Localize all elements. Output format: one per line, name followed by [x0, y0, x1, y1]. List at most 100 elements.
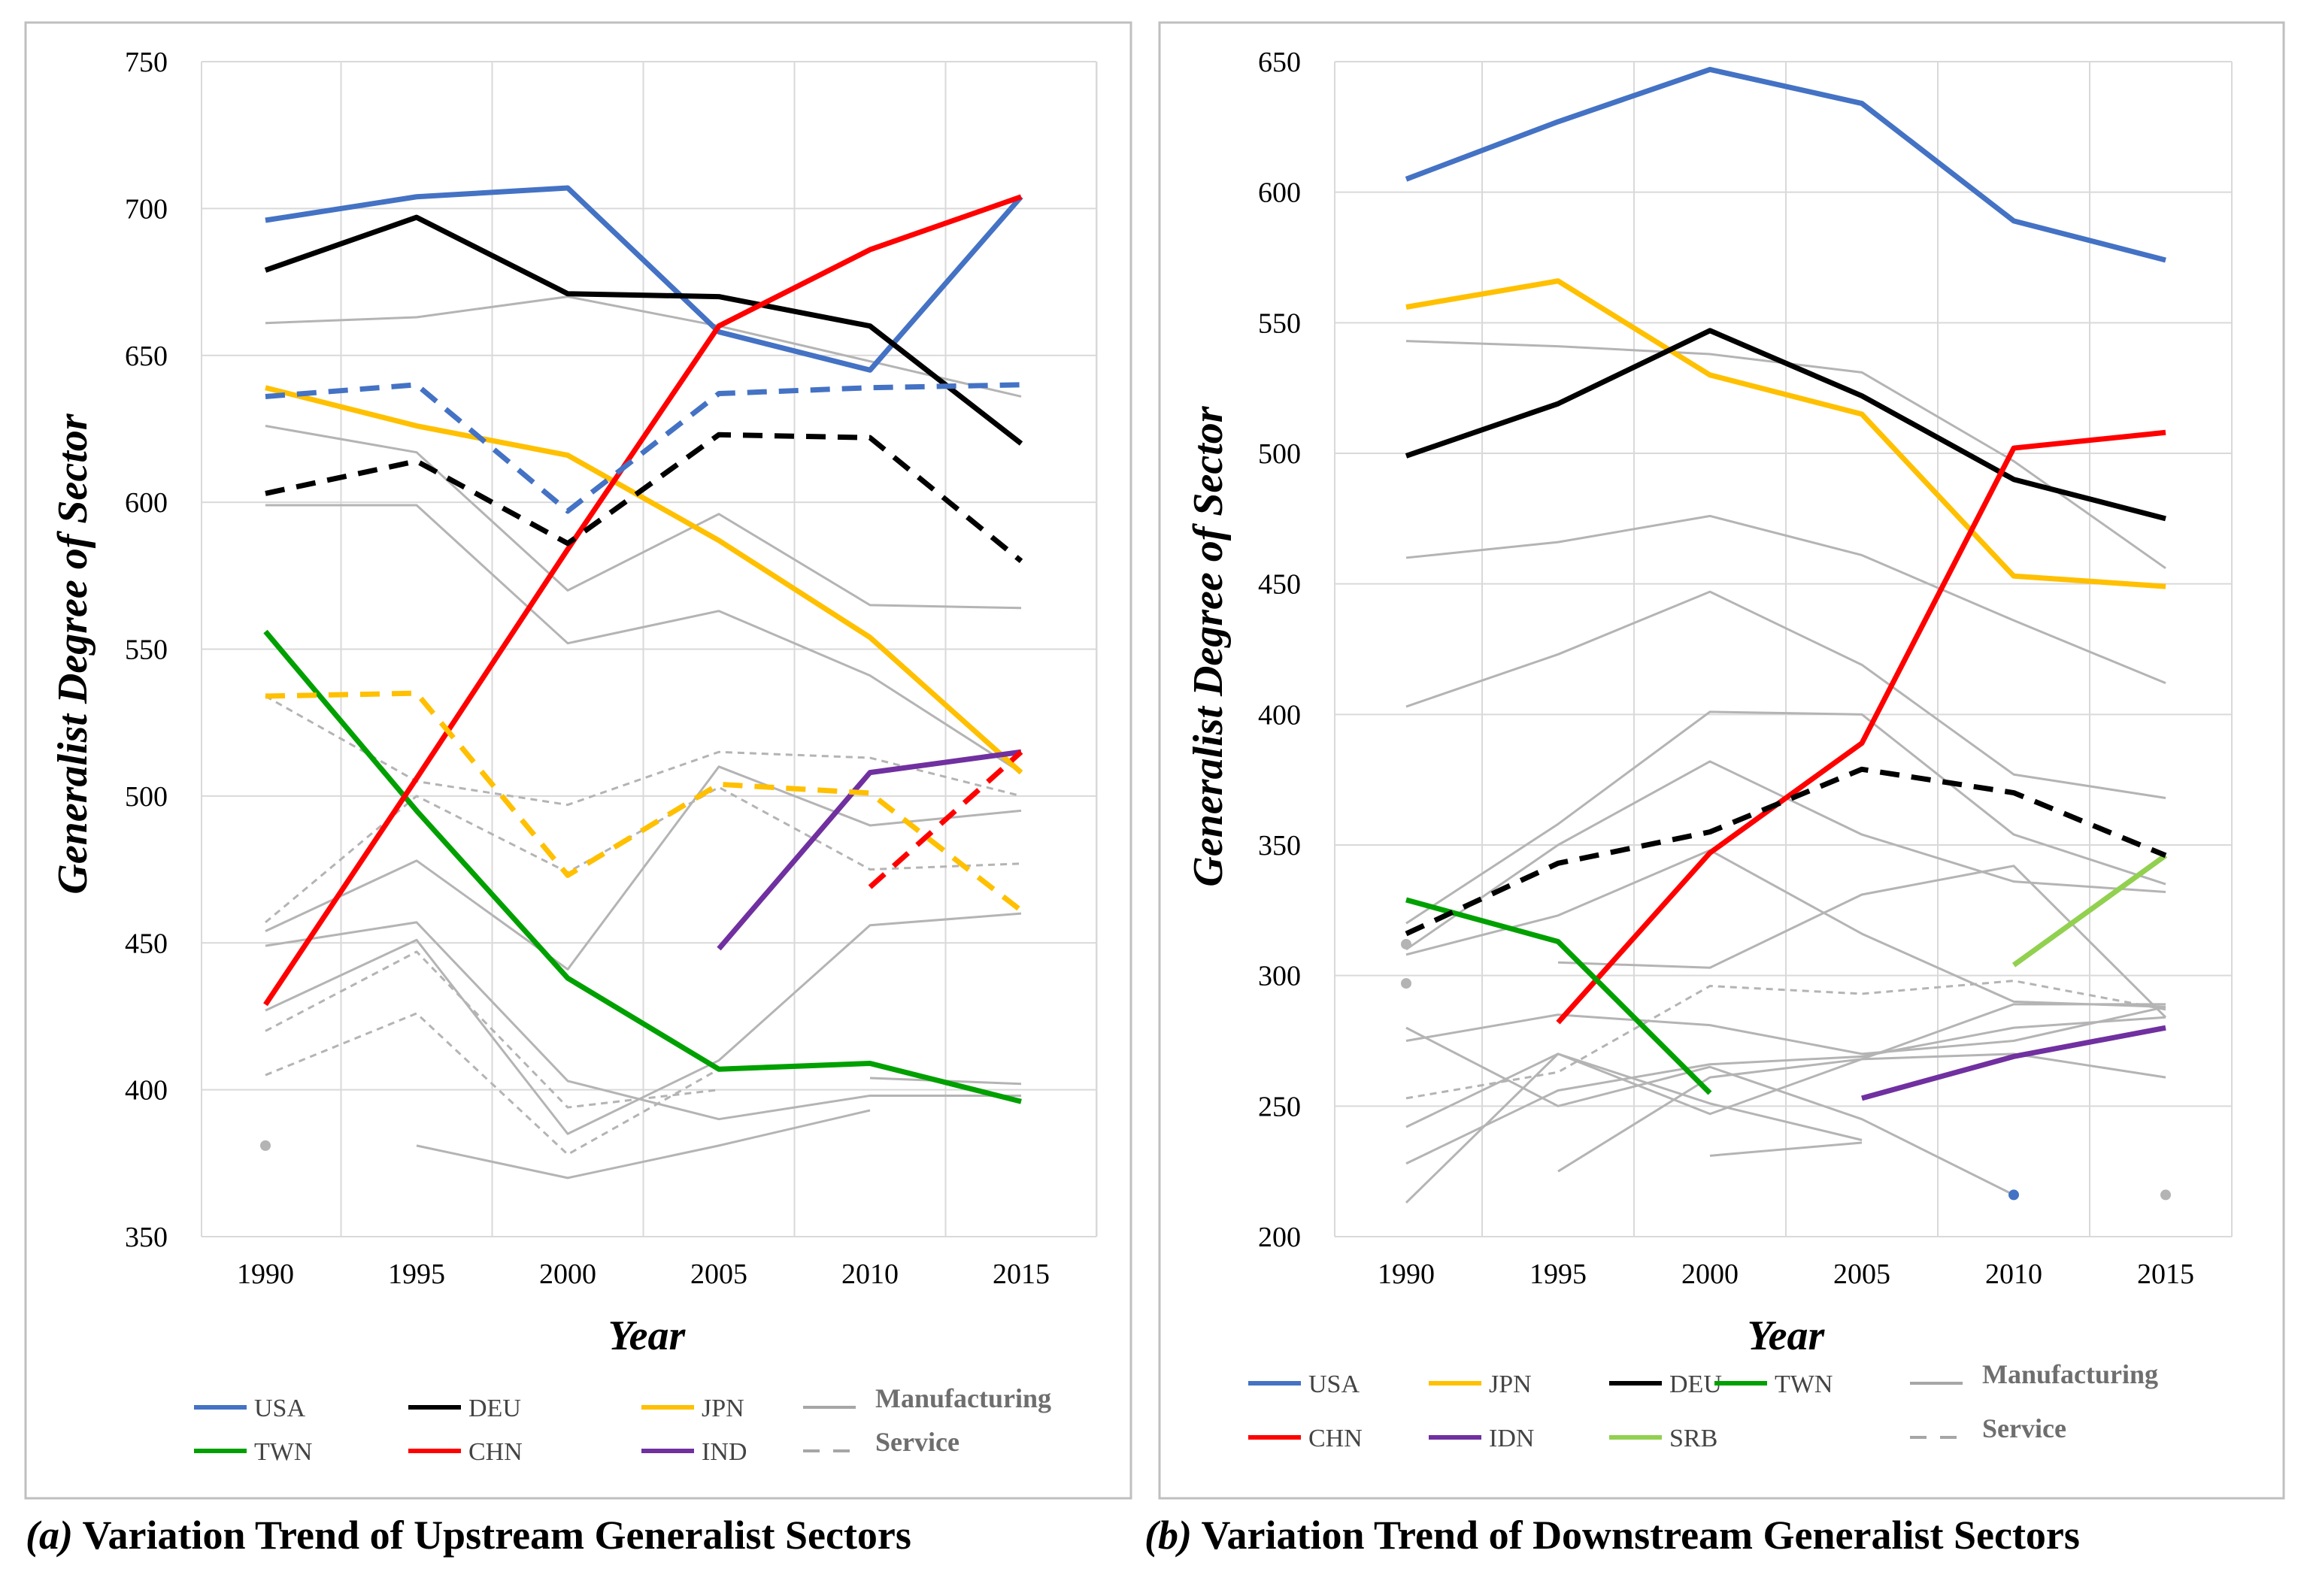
- manufacturing-background-line: [1405, 1052, 1863, 1141]
- legend-label-twn: TWN: [1775, 1370, 1833, 1398]
- y-tick-label: 500: [125, 781, 168, 813]
- legend-label-twn: TWN: [254, 1438, 312, 1466]
- y-tick-label: 650: [1258, 47, 1301, 78]
- series-line-twn: [1405, 897, 1712, 1095]
- x-tick-label: 1990: [237, 1258, 294, 1290]
- x-tick-label: 2005: [690, 1258, 747, 1290]
- manufacturing-background-line: [265, 765, 1022, 971]
- manufacturing-background-line: [1405, 514, 2166, 685]
- x-tick-label: 2000: [539, 1258, 596, 1290]
- series-line-srb: [2011, 853, 2168, 968]
- series-line-chn: [1556, 429, 2166, 1025]
- panel-b-x-ticks: 1990 1995 2000 2005 2010 2015: [1378, 1258, 2194, 1290]
- x-tick-label: 1995: [388, 1258, 445, 1290]
- legend-label-jpn: JPN: [702, 1395, 744, 1422]
- x-tick-label: 2010: [1985, 1258, 2042, 1290]
- y-tick-label: 350: [1258, 830, 1301, 862]
- legend-label-srb: SRB: [1669, 1425, 1717, 1452]
- y-tick-label: 500: [1258, 438, 1301, 470]
- manufacturing-background-line: [1557, 1003, 2166, 1173]
- legend-label-usa: USA: [1308, 1370, 1360, 1398]
- y-tick-label: 600: [1258, 177, 1301, 209]
- manufacturing-background-line: [265, 295, 1022, 398]
- panel-b-caption-text: Variation Trend of Downstream Generalist…: [1192, 1513, 2080, 1558]
- panel-b-caption-label: (b): [1144, 1513, 1192, 1558]
- service-background-line-point: [260, 1140, 271, 1151]
- manufacturing-background-line: [1405, 849, 2166, 1008]
- panel-a-series-lines: [263, 185, 1023, 1104]
- legend-label-service: Service: [1982, 1413, 2066, 1443]
- series-line-deu: [264, 214, 1023, 446]
- panel-a-frame: [24, 21, 1132, 1500]
- y-tick-label: 550: [1258, 307, 1301, 339]
- service-background-line: [265, 695, 1022, 807]
- series-line-usa: [265, 185, 1023, 373]
- manufacturing-background-line: [1557, 865, 2167, 1019]
- y-tick-label: 450: [125, 928, 168, 959]
- legend-label-manufacturing: Manufacturing: [875, 1383, 1051, 1413]
- panel-a-caption-label: (a): [26, 1513, 73, 1558]
- x-tick-label: 2000: [1681, 1258, 1739, 1290]
- series-line-jpn: [265, 385, 1023, 775]
- series-line-jpn-service: [265, 690, 1023, 913]
- series-line-idn: [1861, 1025, 2166, 1101]
- x-tick-label: 2005: [1833, 1258, 1890, 1290]
- legend-label-ind: IND: [702, 1438, 747, 1466]
- y-tick-label: 650: [125, 341, 168, 372]
- x-tick-label: 2015: [2137, 1258, 2194, 1290]
- x-tick-label: 1990: [1378, 1258, 1435, 1290]
- x-tick-label: 1995: [1529, 1258, 1587, 1290]
- service-background-line: [265, 1012, 720, 1156]
- y-tick-label: 350: [125, 1222, 168, 1253]
- y-tick-label: 750: [125, 47, 168, 78]
- manufacturing-background-line: [1405, 1026, 2014, 1196]
- y-tick-label: 300: [1258, 961, 1301, 992]
- series-line-jpn: [1405, 278, 2166, 589]
- service-background-line: [265, 950, 720, 1109]
- service-background-line: [265, 786, 1022, 924]
- manufacturing-background-line: [1405, 590, 2166, 799]
- legend-label-deu: DEU: [468, 1395, 521, 1422]
- panel-b-x-axis-label: Year: [1748, 1313, 1826, 1359]
- manufacturing-background-line: [1405, 1005, 2166, 1055]
- panel-b-chart: 200 250 300 350 400 450 500 550 600 650 1990 1995 2…: [1185, 47, 2233, 1452]
- manufacturing-background-line: [1405, 710, 2166, 925]
- y-tick-label: 200: [1258, 1222, 1301, 1253]
- panel-b-y-ticks: 200 250 300 350 400 450 500 550 600 650: [1258, 47, 1301, 1253]
- panel-a-x-ticks: 1990 1995 2000 2005 2010 2015: [237, 1258, 1050, 1290]
- panel-a-chart: 350 400 450 500 550 600 650 700 750 1990 1995 2000…: [50, 47, 1098, 1466]
- series-line-usa-service: [265, 382, 1022, 514]
- panel-b-legend: USA JPN DEU TWN Manufacturing CHN IDN SRB Servic…: [1248, 1359, 2158, 1452]
- legend-label-deu: DEU: [1669, 1370, 1722, 1398]
- panel-b-series-lines: [1405, 66, 2168, 1201]
- manufacturing-background-line-point: [2160, 1189, 2171, 1201]
- y-tick-label: 400: [125, 1075, 168, 1107]
- manufacturing-background-line: [416, 1109, 871, 1180]
- service-background-line-point: [1401, 978, 1411, 989]
- manufacturing-background-line: [1405, 1052, 2166, 1204]
- manufacturing-background-line: [265, 425, 1022, 610]
- legend-label-usa: USA: [254, 1395, 305, 1422]
- series-line-deu: [1405, 328, 2166, 522]
- legend-label-manufacturing: Manufacturing: [1982, 1359, 2158, 1389]
- panel-a-x-axis-label: Year: [608, 1313, 687, 1359]
- y-tick-label: 250: [1258, 1091, 1301, 1122]
- manufacturing-background-line: [265, 921, 1021, 1121]
- series-line-chn-service: [868, 750, 1023, 889]
- x-tick-label: 2015: [993, 1258, 1050, 1290]
- manufacturing-background-line: [265, 504, 1022, 774]
- series-line-ind: [717, 749, 1022, 951]
- series-line-chn: [263, 194, 1023, 1007]
- manufacturing-background-line: [265, 912, 1022, 1135]
- y-tick-label: 550: [125, 634, 168, 666]
- panel-a-caption: (a) Variation Trend of Upstream Generali…: [26, 1513, 911, 1558]
- legend-label-jpn: JPN: [1489, 1370, 1532, 1398]
- panel-a-background-lines: [260, 295, 1022, 1180]
- y-tick-label: 600: [125, 487, 168, 519]
- panel-a-grid: [201, 61, 1098, 1237]
- legend-label-service: Service: [875, 1427, 959, 1457]
- legend-label-chn: CHN: [468, 1438, 523, 1466]
- y-tick-label: 400: [1258, 699, 1301, 731]
- x-tick-label: 2010: [841, 1258, 899, 1290]
